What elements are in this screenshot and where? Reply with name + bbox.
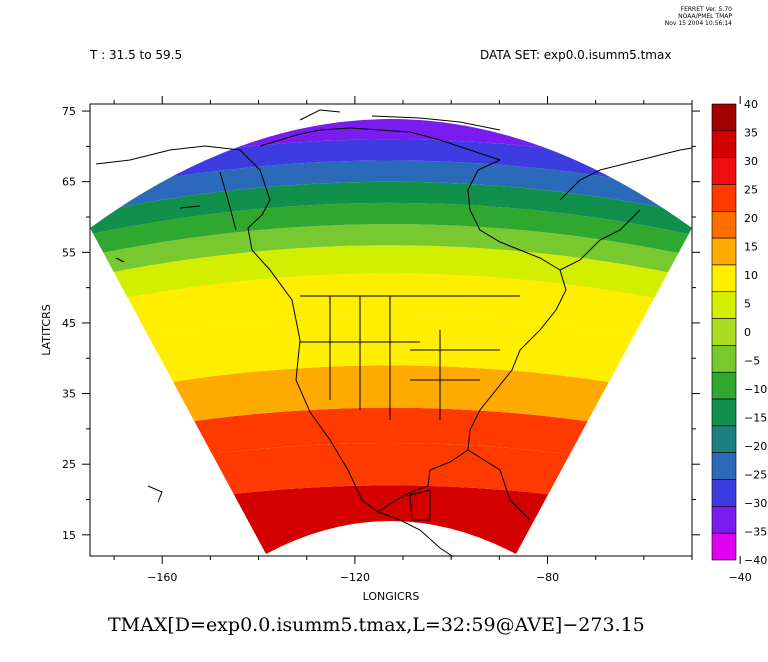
colorbar: 40 35 30 25 20 15 10 5 0 −5 −10 −15 −20 −25 −30 −35 −40: [711, 98, 767, 567]
colorbar-label: 15: [744, 241, 758, 254]
colorbar-swatch: [711, 103, 737, 132]
coastline: [300, 295, 420, 420]
ferret-stamp: FERRET Ver. 5.70 NOAA/PMEL TMAP Nov 15 2…: [665, 6, 732, 27]
time-range-label: T : 31.5 to 59.5: [90, 48, 183, 62]
y-tick-label: 75: [62, 105, 76, 118]
coastline: [259, 127, 501, 161]
colorbar-swatch: [711, 184, 737, 212]
field-band: [90, 224, 692, 284]
colorbar-swatch: [711, 264, 737, 293]
colorbar-swatch: [711, 506, 737, 534]
y-tick-label: 25: [62, 458, 76, 471]
colorbar-swatch: [711, 371, 737, 400]
colorbar-swatch: [711, 291, 737, 319]
x-tick-label: −40: [729, 571, 752, 584]
colorbar-label: −40: [744, 554, 767, 567]
plot-frame: [89, 103, 693, 557]
colorbar-label: 25: [744, 184, 758, 197]
coastline: [377, 269, 567, 513]
coastline: [95, 145, 379, 513]
colorbar-label: −20: [744, 440, 767, 453]
colorbar-swatch: [711, 532, 737, 561]
field-band: [90, 181, 692, 241]
temperature-field: [90, 119, 692, 554]
colorbar-label: −25: [744, 469, 767, 482]
coastline: [410, 295, 520, 420]
x-tick-label: −120: [340, 571, 370, 584]
colorbar-swatch: [711, 425, 737, 454]
colorbar-label: 35: [744, 127, 758, 140]
colorbar-swatch: [711, 157, 737, 185]
y-tick-label: 65: [62, 176, 76, 189]
colorbar-label: 5: [744, 298, 751, 311]
colorbar-label: −5: [744, 355, 760, 368]
stamp-lab: NOAA/PMEL TMAP: [678, 13, 732, 20]
field-band: [90, 202, 692, 263]
y-tick-label: 45: [62, 317, 76, 330]
colorbar-label: 20: [744, 212, 758, 225]
y-axis-label: LATITCRS: [40, 304, 53, 355]
colorbar-swatch: [711, 345, 737, 373]
coastline: [559, 209, 641, 271]
x-tick-label: −80: [536, 571, 559, 584]
field-band: [90, 139, 692, 199]
coastline: [299, 109, 501, 131]
colorbar-label: 0: [744, 326, 751, 339]
colorbar-label: −15: [744, 412, 767, 425]
coastline: [115, 257, 163, 503]
coastline: [179, 171, 237, 231]
colorbar-swatch: [711, 318, 737, 346]
coastline: [409, 449, 531, 521]
colorbar-swatch: [711, 210, 737, 239]
y-tick-label: 35: [62, 388, 76, 401]
field-band: [90, 407, 692, 481]
colorbar-label: 40: [744, 98, 758, 111]
colorbar-label: 10: [744, 269, 758, 282]
field-band: [90, 160, 692, 220]
colorbar-swatch: [711, 479, 737, 507]
dataset-label: DATA SET: exp0.0.isumm5.tmax: [480, 48, 672, 62]
field-band: [90, 245, 692, 312]
coastline-overlay: [95, 109, 693, 557]
x-axis: −160 −120 −80 −40: [113, 96, 752, 584]
colorbar-label: −10: [744, 383, 767, 396]
colorbar-label: 30: [744, 155, 758, 168]
colorbar-label: −30: [744, 497, 767, 510]
colorbar-label: −35: [744, 526, 767, 539]
colorbar-swatch: [711, 398, 737, 427]
coastline: [377, 511, 453, 557]
y-tick-label: 15: [62, 529, 76, 542]
coastline: [559, 147, 693, 201]
y-tick-label: 55: [62, 246, 76, 259]
colorbar-swatch: [711, 130, 737, 158]
field-band: [90, 443, 692, 524]
coastline: [467, 159, 561, 271]
plot-expression-title: TMAX[D=exp0.0.isumm5.tmax,L=32:59@AVE]−2…: [108, 614, 645, 636]
x-axis-label: LONGICRS: [363, 590, 420, 603]
stamp-version: FERRET Ver. 5.70: [680, 6, 732, 13]
stamp-date: Nov 15 2004 10:56:14: [664, 20, 732, 27]
y-axis: 75 65 55 45 35 25 15: [62, 105, 700, 542]
x-tick-label: −160: [147, 571, 177, 584]
colorbar-swatch: [711, 237, 737, 266]
colorbar-swatch: [711, 452, 737, 480]
